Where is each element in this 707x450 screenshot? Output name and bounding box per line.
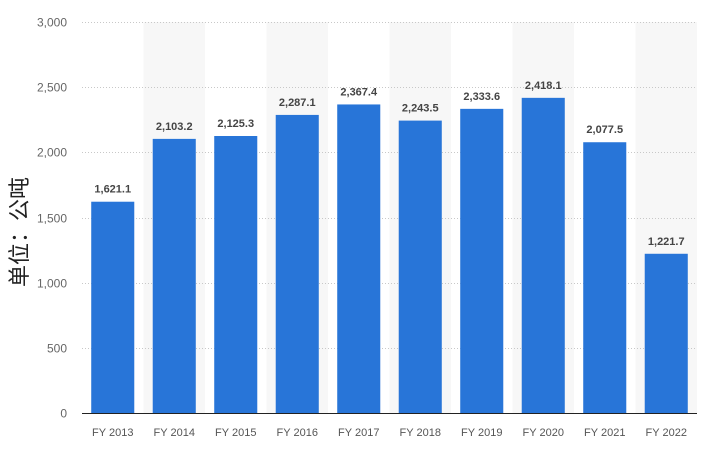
y-tick-label: 1,000 [37, 277, 67, 291]
y-tick-label: 3,000 [37, 16, 67, 30]
x-tick-label: FY 2013 [92, 427, 133, 439]
y-tick-label: 2,500 [37, 81, 67, 95]
data-label: 2,103.2 [156, 121, 193, 133]
data-label: 2,418.1 [525, 80, 562, 92]
data-label: 2,367.4 [340, 86, 378, 98]
x-tick-label: FY 2019 [461, 427, 502, 439]
data-label: 2,243.5 [402, 103, 439, 115]
data-label: 2,077.5 [586, 124, 623, 136]
data-label: 2,287.1 [279, 97, 316, 109]
x-tick-label: FY 2015 [215, 427, 256, 439]
data-label: 2,333.6 [463, 91, 500, 103]
bar-fy-2015 [214, 136, 258, 413]
x-tick-label: FY 2020 [523, 427, 564, 439]
x-tick-label: FY 2018 [400, 427, 441, 439]
data-label: 1,621.1 [94, 184, 131, 196]
data-label: 2,125.3 [217, 118, 254, 130]
bar-fy-2022 [644, 253, 688, 413]
bar-fy-2013 [91, 201, 135, 413]
x-tick-label: FY 2014 [154, 427, 195, 439]
bar-fy-2021 [583, 142, 627, 414]
bar-fy-2019 [460, 108, 504, 414]
x-tick-label: FY 2016 [277, 427, 318, 439]
y-tick-label: 2,000 [37, 146, 67, 160]
y-tick-label: 500 [47, 342, 67, 356]
y-tick-label: 0 [60, 407, 67, 421]
bar-fy-2014 [152, 138, 196, 413]
x-tick-label: FY 2021 [584, 427, 625, 439]
bar-fy-2017 [337, 104, 381, 414]
bar-fy-2018 [398, 120, 442, 413]
y-axis-label: 单位：公吨 [7, 177, 32, 287]
x-tick-label: FY 2022 [646, 427, 687, 439]
data-label: 1,221.7 [648, 236, 685, 248]
y-tick-label: 1,500 [37, 212, 67, 226]
bar-fy-2016 [275, 114, 319, 413]
bar-fy-2020 [521, 97, 565, 413]
x-tick-label: FY 2017 [338, 427, 379, 439]
